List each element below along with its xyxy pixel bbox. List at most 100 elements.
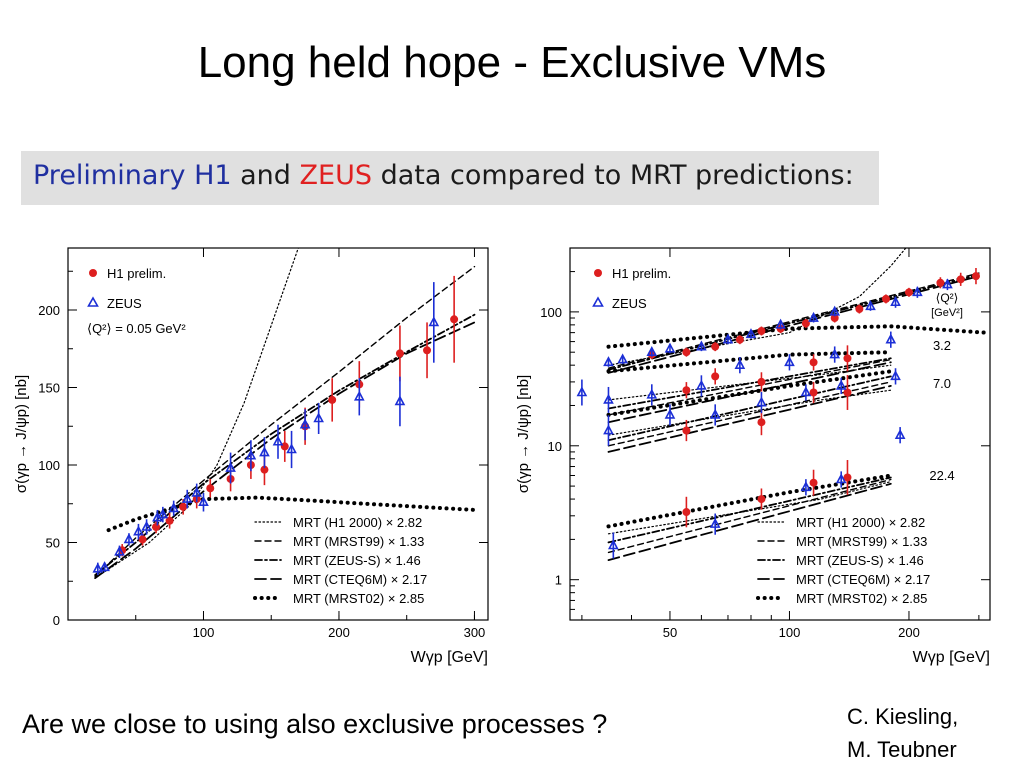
- h1-data-point: [179, 502, 188, 511]
- zeus-data-point: [890, 370, 901, 381]
- curve-dotted: [101, 248, 299, 575]
- zeus-data-point: [865, 300, 876, 311]
- x-tick-label: 300: [464, 625, 486, 640]
- zeus-data-point: [800, 481, 812, 492]
- y-tick-label: 10: [548, 439, 562, 454]
- zeus-data-point: [709, 408, 721, 419]
- legend-h1-label: H1 prelim.: [107, 266, 166, 281]
- curves-group: [94, 248, 477, 580]
- y-axis-label: σ(γp → J/ψp) [nb]: [13, 375, 30, 493]
- x-axis-label: Wγp [GeV]: [411, 649, 488, 666]
- curve-longdash: [607, 384, 892, 453]
- zeus-data-point: [313, 412, 324, 423]
- zeus-data-point: [272, 435, 284, 446]
- curve-dashdot: [607, 375, 892, 442]
- y-tick-label: 150: [38, 381, 60, 396]
- zeus-data-point: [141, 520, 152, 531]
- legend-curve-label: MRT (H1 2000) × 2.82: [293, 515, 422, 530]
- zeus-data-point: [756, 396, 767, 407]
- h1-data-point: [809, 358, 818, 367]
- zeus-data-point: [745, 328, 757, 339]
- h1-data-point: [757, 326, 766, 335]
- zeus-data-point: [259, 446, 270, 457]
- zeus-data-point: [646, 345, 658, 356]
- h1-data-point: [757, 418, 766, 427]
- zeus-data-point: [829, 348, 841, 359]
- chart-left-photoproduction: 100 200 300 0 50 100 150 200 σ(γp → J/ψp) [nb] Wγ…: [13, 247, 489, 666]
- curve-longdash: [607, 482, 892, 562]
- h1-data-point: [711, 342, 720, 351]
- zeus-data-point: [99, 561, 110, 572]
- zeus-data-point: [800, 386, 812, 397]
- zeus-data-point: [603, 424, 614, 435]
- zeus-data-point: [664, 342, 676, 353]
- h1-data-point: [881, 294, 890, 303]
- curve-bigdots: [606, 369, 893, 417]
- legend-curve-label: MRT (CTEQ6M) × 2.17: [796, 572, 930, 587]
- h1-data-point: [843, 473, 852, 482]
- zeus-data-point: [646, 388, 658, 399]
- curves-group: [606, 248, 987, 562]
- legend-h1-marker: [594, 269, 602, 277]
- zeus-data-point: [114, 545, 125, 556]
- credit: C. Kiesling, M. Teubner: [847, 700, 958, 766]
- question-text: Are we close to using also exclusive pro…: [22, 709, 608, 739]
- h1-data-point: [152, 523, 161, 531]
- zeus-data-point: [835, 379, 847, 390]
- q2-value-label: 22.4: [929, 468, 954, 483]
- chart-right-q2-dependence: 50 100 200 1 10 100 σ(γp → J/ψp) [nb] Wγp [GeV]…: [515, 247, 991, 666]
- zeus-data-point: [775, 318, 786, 329]
- h1-data-point: [904, 288, 913, 297]
- legend-curve-label: MRT (MRST99) × 1.33: [796, 534, 927, 549]
- h1-data-point: [936, 278, 945, 287]
- x-tick-label: 200: [328, 625, 350, 640]
- curve-bigdots: [606, 350, 893, 374]
- curve-dashed: [607, 478, 892, 554]
- legend-curve-label: MRT (MRST99) × 1.33: [293, 534, 424, 549]
- zeus-data-point: [299, 418, 311, 429]
- banner: Preliminary H1 and ZEUS data compared to…: [21, 151, 879, 205]
- curve-bigdots: [106, 495, 477, 533]
- q2-unit: [GeV²]: [931, 307, 963, 319]
- zeus-data-point: [245, 449, 257, 460]
- h1-data-point: [395, 349, 404, 358]
- h1-data-point: [423, 346, 432, 355]
- zeus-data-point: [157, 508, 169, 519]
- h1-data-point: [971, 272, 980, 281]
- curve-dotted: [607, 364, 892, 401]
- legend-h1-label: H1 prelim.: [612, 266, 671, 281]
- curve-longdash: [94, 321, 476, 580]
- x-axis-label: Wγp [GeV]: [913, 649, 990, 666]
- h1-data-point: [206, 484, 215, 493]
- zeus-data-point: [198, 496, 209, 506]
- legend-zeus-label: ZEUS: [612, 296, 647, 311]
- zeus-data-point: [734, 358, 746, 369]
- h1-data-point: [711, 372, 720, 381]
- banner-part1: Preliminary: [33, 160, 186, 191]
- legend-h1-marker: [89, 269, 97, 277]
- zeus-data-point: [942, 278, 953, 289]
- h1-data-point: [735, 335, 744, 344]
- credit-line-2: M. Teubner: [847, 737, 957, 762]
- legend-curve-label: MRT (ZEUS-S) × 1.46: [293, 553, 421, 568]
- curve-dotted: [607, 248, 907, 366]
- legend-curve-label: MRT (H1 2000) × 2.82: [796, 515, 925, 530]
- zeus-data-point: [664, 408, 676, 419]
- h1-data-point: [757, 377, 766, 386]
- zeus-data-point: [123, 533, 135, 544]
- zeus-data-point: [696, 379, 707, 390]
- q2-value-label: 3.2: [933, 338, 951, 353]
- curve-dashed: [607, 358, 892, 416]
- y-axis-label: σ(γp → J/ψp) [nb]: [515, 375, 532, 493]
- zeus-data-point: [603, 393, 614, 404]
- zeus-data-point: [576, 386, 588, 397]
- zeus-data-point: [607, 539, 619, 550]
- zeus-data-point: [722, 333, 734, 344]
- q2-value-label: 7.0: [933, 376, 951, 391]
- legend-curve-label: MRT (MRST02) × 2.85: [796, 591, 927, 606]
- x-tick-label: 200: [898, 625, 920, 640]
- zeus-data-point: [286, 443, 297, 454]
- slide-title: Long held hope - Exclusive VMs: [197, 38, 827, 87]
- y-tick-label: 200: [38, 303, 60, 318]
- credit-line-1: C. Kiesling,: [847, 704, 959, 729]
